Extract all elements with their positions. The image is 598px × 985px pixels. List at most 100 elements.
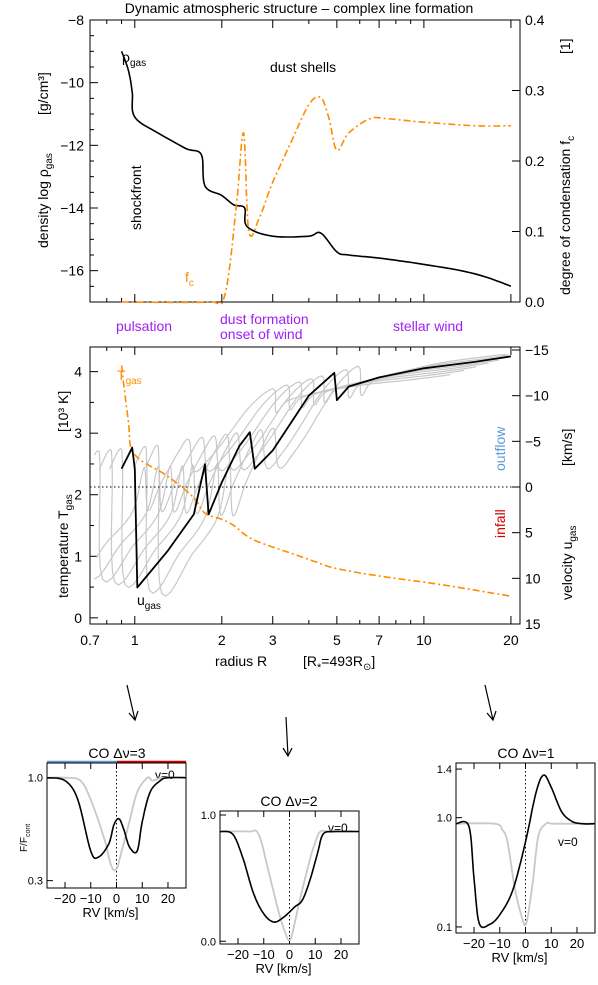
radius-tick-label: 0.7 [80, 632, 100, 648]
temperature-tick-label: 0 [74, 610, 82, 626]
temperature-series [120, 355, 512, 598]
temperature-tick-label: 1 [74, 548, 82, 564]
temperature-panel: 0 1 2 3 4 −15 −10 −5 0 5 10 15 0.7 1 2 3 5 7 10 20 temper… [55, 342, 579, 674]
density-tick-label: −14 [60, 200, 84, 216]
ghost-velocity-curve [98, 362, 489, 586]
figure-title: Dynamic atmospheric structure – complex … [125, 0, 474, 16]
spectrum-v-label: v=0 [155, 768, 175, 782]
spectrum-title-co-2: CO Δν=2 [260, 793, 317, 809]
rv-tick-label: −20 [463, 936, 485, 951]
rv-tick-label: −20 [54, 891, 76, 906]
radius-tick-label: 1 [131, 632, 139, 648]
rv-tick-label: 10 [544, 936, 558, 951]
temperature-tick-label: 3 [74, 425, 82, 441]
temperature-panel-frame [89, 346, 521, 625]
velocity-curve [120, 355, 512, 589]
radius-tick-label: 2 [218, 632, 226, 648]
velocity-tick-label: 10 [525, 570, 541, 586]
rv-tick-label: 20 [334, 947, 348, 962]
rv-tick-label: 20 [570, 936, 584, 951]
radius-axis-label: radius R [215, 653, 267, 669]
density-ticks: −8 −10 −12 −14 −16 [60, 12, 98, 303]
rv-tick-label: 10 [135, 891, 149, 906]
arrow-right [484, 684, 497, 722]
velocity-tick-label: 15 [525, 616, 541, 632]
ghost-velocity-curve [93, 369, 465, 580]
rv-axis-label: RV [km/s] [82, 905, 138, 920]
spectrum-co-1: CO Δν=1 v=0 −20 −10 0 10 20 1.4 1.0 0.1 RV [km/s… [437, 745, 596, 965]
radius-tick-label: 10 [416, 632, 432, 648]
condensation-curve [121, 95, 511, 305]
rv-tick-label: 10 [308, 947, 322, 962]
intrinsic-profile-curve [219, 829, 359, 942]
density-x-ticks [89, 20, 512, 302]
spectrum-ylabel: F/Fcont [19, 824, 32, 852]
radius-tick-label: 3 [269, 632, 277, 648]
temperature-tick-label: 4 [74, 364, 82, 380]
region-onset-of-wind: onset of wind [220, 326, 303, 342]
spectrum-co-3: CO Δν=3 F/Fcont v=0 −20 −10 0 10 20 1.0 0.3 RV … [19, 745, 187, 920]
density-panel: −8 −10 −12 −14 −16 0.0 0.1 0.2 0.3 0.4 density l… [35, 12, 577, 342]
temperature-unit-label: [10³ K] [55, 391, 71, 432]
radius-ticks: 0.7 1 2 3 5 7 10 20 [80, 347, 519, 648]
fc-label: fc [185, 269, 194, 289]
flux-tick-label: 1.4 [437, 764, 452, 776]
condensation-ticks: 0.0 0.1 0.2 0.3 0.4 [512, 12, 545, 310]
rv-tick-label: −10 [489, 936, 511, 951]
ugas-label: ugas [137, 592, 161, 612]
flux-tick-label: 1.0 [437, 813, 452, 825]
condensation-tick-label: 0.4 [525, 12, 545, 28]
condensation-axis-label: degree of condensation fc [557, 136, 577, 295]
velocity-tick-label: −10 [525, 388, 549, 404]
spectrum-v-label: v=0 [558, 835, 578, 849]
flux-tick-label: 1.0 [28, 773, 43, 785]
velocity-unit-label: [km/s] [559, 429, 575, 466]
radius-unit-label: [R*=493R⊙] [303, 653, 375, 674]
density-tick-label: −12 [60, 137, 84, 153]
density-axis-label: density log ρgas [35, 153, 55, 248]
flux-tick-label: 0.3 [28, 876, 43, 888]
density-series [120, 51, 512, 305]
rv-tick-label: 0 [286, 947, 293, 962]
spectrum-title-co-3: CO Δν=3 [88, 745, 145, 761]
ghost-velocity-curve [93, 366, 477, 583]
dynamic-profile-curve [46, 776, 186, 860]
density-tick-label: −10 [60, 75, 84, 91]
temperature-curve [120, 365, 512, 598]
infall-label: infall [492, 509, 508, 538]
condensation-tick-label: 0.3 [525, 83, 545, 99]
region-dust-formation: dust formation [220, 311, 309, 327]
rv-tick-label: 0 [113, 891, 120, 906]
intrinsic-profile-curve [456, 821, 595, 927]
rv-tick-label: −10 [80, 891, 102, 906]
dynamic-profile-curve [220, 830, 360, 923]
temperature-tick-label: 2 [74, 487, 82, 503]
arrow-middle [282, 716, 293, 758]
density-unit-label: [g/cm³] [35, 72, 51, 115]
velocity-tick-label: 0 [525, 479, 533, 495]
ghost-velocity-curve [145, 354, 507, 597]
rv-axis-label: RV [km/s] [255, 961, 311, 976]
pointer-arrows [126, 684, 497, 758]
rv-tick-label: 0 [522, 936, 529, 951]
temperature-axis-label: temperature Tgas [55, 494, 75, 598]
rv-tick-label: 20 [161, 891, 175, 906]
region-stellar-wind: stellar wind [393, 318, 463, 334]
radius-tick-label: 20 [503, 632, 519, 648]
radius-tick-label: 7 [375, 632, 383, 648]
velocity-tick-label: −5 [525, 433, 541, 449]
density-curve [120, 51, 512, 288]
condensation-unit-label: [1] [557, 38, 573, 54]
condensation-tick-label: 0.2 [525, 153, 545, 169]
dynamic-profile-curve [455, 774, 595, 929]
dust-shells-label: dust shells [270, 59, 336, 75]
velocity-axis-label: velocity ugas [559, 526, 579, 600]
shockfront-label: shockfront [128, 165, 144, 230]
tgas-label: Tgas [117, 367, 142, 387]
density-tick-label: −16 [60, 263, 84, 279]
spectrum-co-2: CO Δν=2 v=0 −20 −10 0 10 20 1.0 0.0 RV [km/s] [201, 793, 360, 976]
flux-tick-label: 0.1 [437, 922, 452, 934]
rv-tick-label: −10 [253, 947, 275, 962]
condensation-tick-label: 0.1 [525, 224, 545, 240]
